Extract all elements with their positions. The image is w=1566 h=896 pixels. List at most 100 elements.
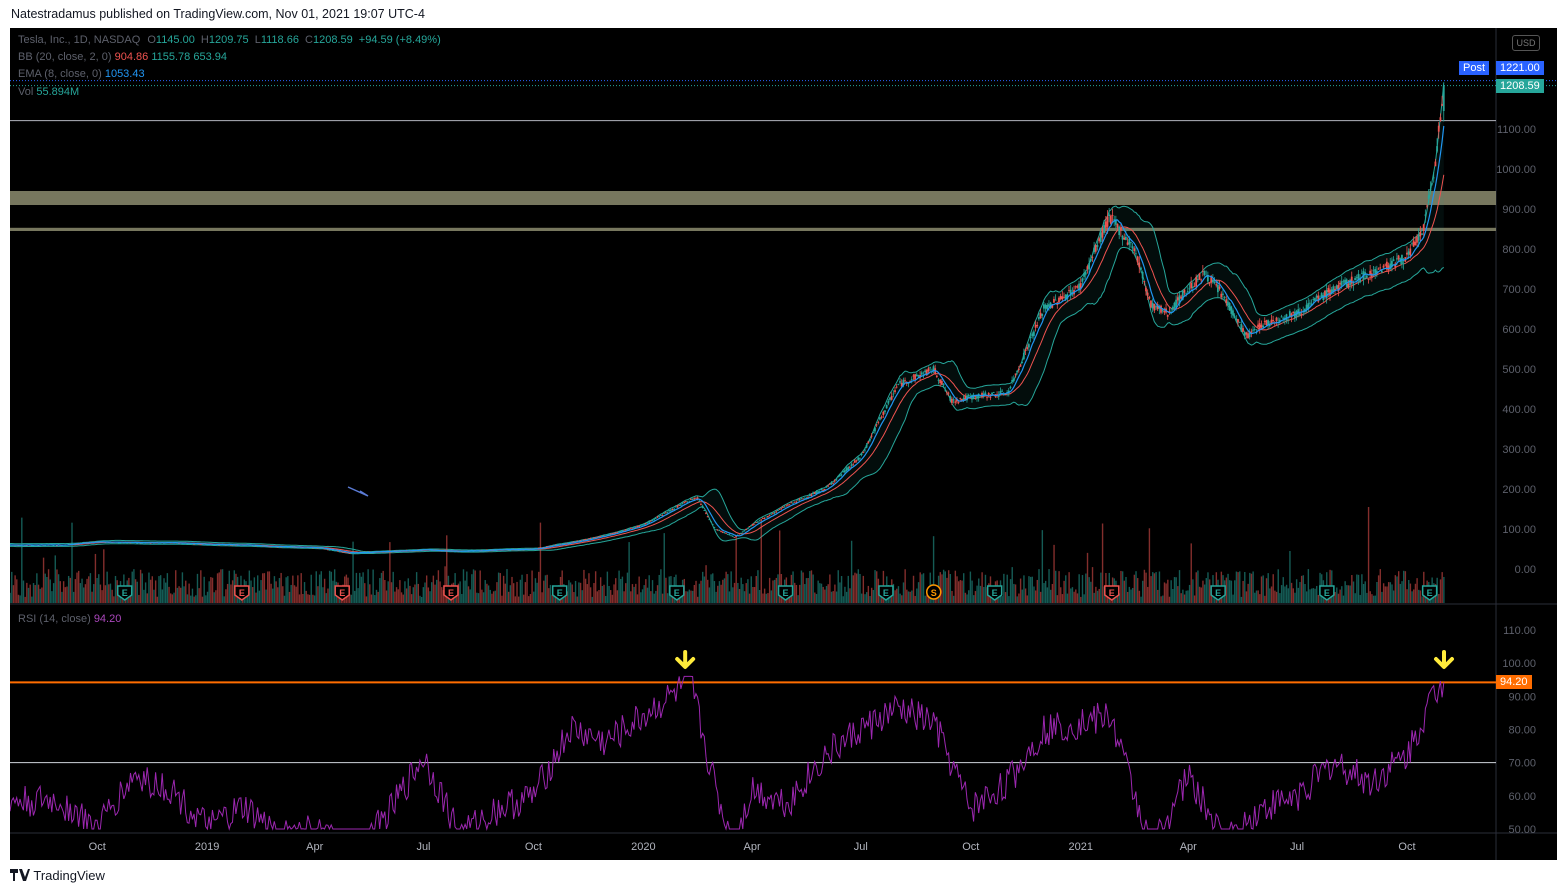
candle-body	[718, 530, 721, 532]
candle-body	[723, 532, 726, 534]
candle-body	[892, 393, 895, 395]
volume-bar	[1409, 583, 1412, 603]
volume-bar	[896, 588, 898, 603]
candle-body	[807, 497, 809, 498]
volume-bar	[384, 580, 386, 603]
candle-body	[1027, 344, 1030, 348]
volume-bar	[1414, 583, 1417, 603]
volume-bar	[1205, 578, 1207, 603]
volume-bar	[322, 587, 324, 603]
price-chart-svg[interactable]: 0.00 100.00 200.00 300.00 400.00 500.00 600.00…	[10, 28, 1557, 860]
candle-body	[1349, 279, 1351, 286]
volume-bar	[755, 575, 757, 603]
volume-bar	[436, 579, 438, 603]
volume-bar	[1172, 589, 1174, 603]
volume-bar	[133, 569, 135, 603]
candle-body	[775, 511, 778, 513]
volume-bar	[1018, 593, 1020, 603]
volume-bar	[1081, 575, 1084, 603]
volume-bar	[827, 584, 829, 603]
volume-bar	[56, 569, 58, 603]
candle-body	[780, 508, 783, 510]
candle-body	[1213, 282, 1216, 284]
candle-body	[771, 513, 774, 515]
volume-bar	[852, 575, 854, 603]
candle-body	[1109, 215, 1112, 224]
candle-body	[950, 398, 953, 403]
candle-body	[176, 542, 179, 544]
volume-bar	[42, 557, 45, 603]
bb-basis-value: 904.86	[114, 51, 149, 63]
candle-body	[887, 401, 890, 404]
candle-body	[674, 506, 677, 508]
volume-bar	[1003, 573, 1005, 603]
rsi-peak-arrow-2021	[1434, 650, 1454, 669]
volume-bar	[1066, 593, 1069, 603]
volume-bar	[49, 579, 51, 603]
volume-bar	[834, 584, 836, 603]
volume-bar	[441, 587, 443, 603]
volume-bar	[1198, 586, 1201, 603]
candle-body	[746, 528, 749, 530]
candle-body	[229, 544, 232, 546]
volume-bar	[425, 575, 428, 603]
volume-bar	[1147, 586, 1149, 603]
candle-body	[664, 512, 667, 514]
candle-body	[1268, 324, 1271, 327]
volume-bar	[857, 569, 860, 603]
volume-bar	[926, 594, 928, 603]
volume-bar	[308, 594, 311, 603]
candle-body	[1223, 297, 1226, 298]
volume-bar	[1160, 596, 1162, 603]
volume-bar	[496, 582, 498, 603]
candle-body	[1201, 271, 1204, 272]
currency-badge[interactable]: USD	[1512, 35, 1540, 51]
candle-body	[848, 466, 851, 468]
volume-bar	[1362, 584, 1365, 603]
volume-bar	[36, 573, 38, 603]
volume-bar	[432, 575, 435, 603]
volume-bar	[72, 591, 75, 603]
volume-bar	[479, 570, 481, 603]
candle-body	[1407, 251, 1410, 255]
candle-body	[1183, 289, 1186, 293]
volume-bar	[1101, 523, 1104, 603]
candle-body	[1138, 262, 1141, 268]
earnings-marker-shape	[1421, 585, 1438, 601]
chart-area[interactable]: 0.00 100.00 200.00 300.00 400.00 500.00 600.00…	[10, 28, 1557, 860]
volume-bar	[618, 570, 620, 603]
candle-body	[1088, 263, 1090, 270]
volume-bar	[1192, 579, 1194, 603]
price-axis-tick: 400.00	[1502, 404, 1536, 416]
volume-bar	[1021, 589, 1023, 603]
volume-bar	[549, 584, 552, 603]
volume-bar	[805, 578, 808, 603]
volume-bar	[1135, 571, 1137, 603]
candle-body	[1340, 281, 1343, 286]
volume-bar	[1237, 572, 1239, 603]
volume-bar	[1162, 595, 1164, 603]
volume-bar	[186, 594, 189, 603]
candle-body	[1442, 85, 1445, 111]
volume-bar	[613, 584, 615, 603]
candle-body	[1054, 299, 1057, 301]
candle-body	[750, 525, 753, 527]
volume-bar	[753, 587, 756, 603]
candle-body	[597, 536, 600, 538]
candle-body	[1069, 289, 1072, 296]
candle-body	[817, 491, 819, 494]
candle-body	[690, 499, 692, 501]
candle-body	[1026, 347, 1029, 350]
volume-bar	[419, 595, 421, 603]
volume-bar	[829, 574, 831, 603]
candle-body	[671, 508, 674, 511]
volume-bar	[765, 593, 767, 603]
candle-body	[683, 502, 686, 503]
rsi-axis-tick: 80.00	[1508, 725, 1536, 737]
volume-bar	[1150, 576, 1152, 603]
candle-body	[820, 489, 823, 491]
volume-bar	[845, 591, 848, 603]
candle-body	[186, 543, 189, 545]
rsi-axis-tick: 50.00	[1508, 824, 1536, 836]
volume-bar	[1416, 578, 1418, 603]
